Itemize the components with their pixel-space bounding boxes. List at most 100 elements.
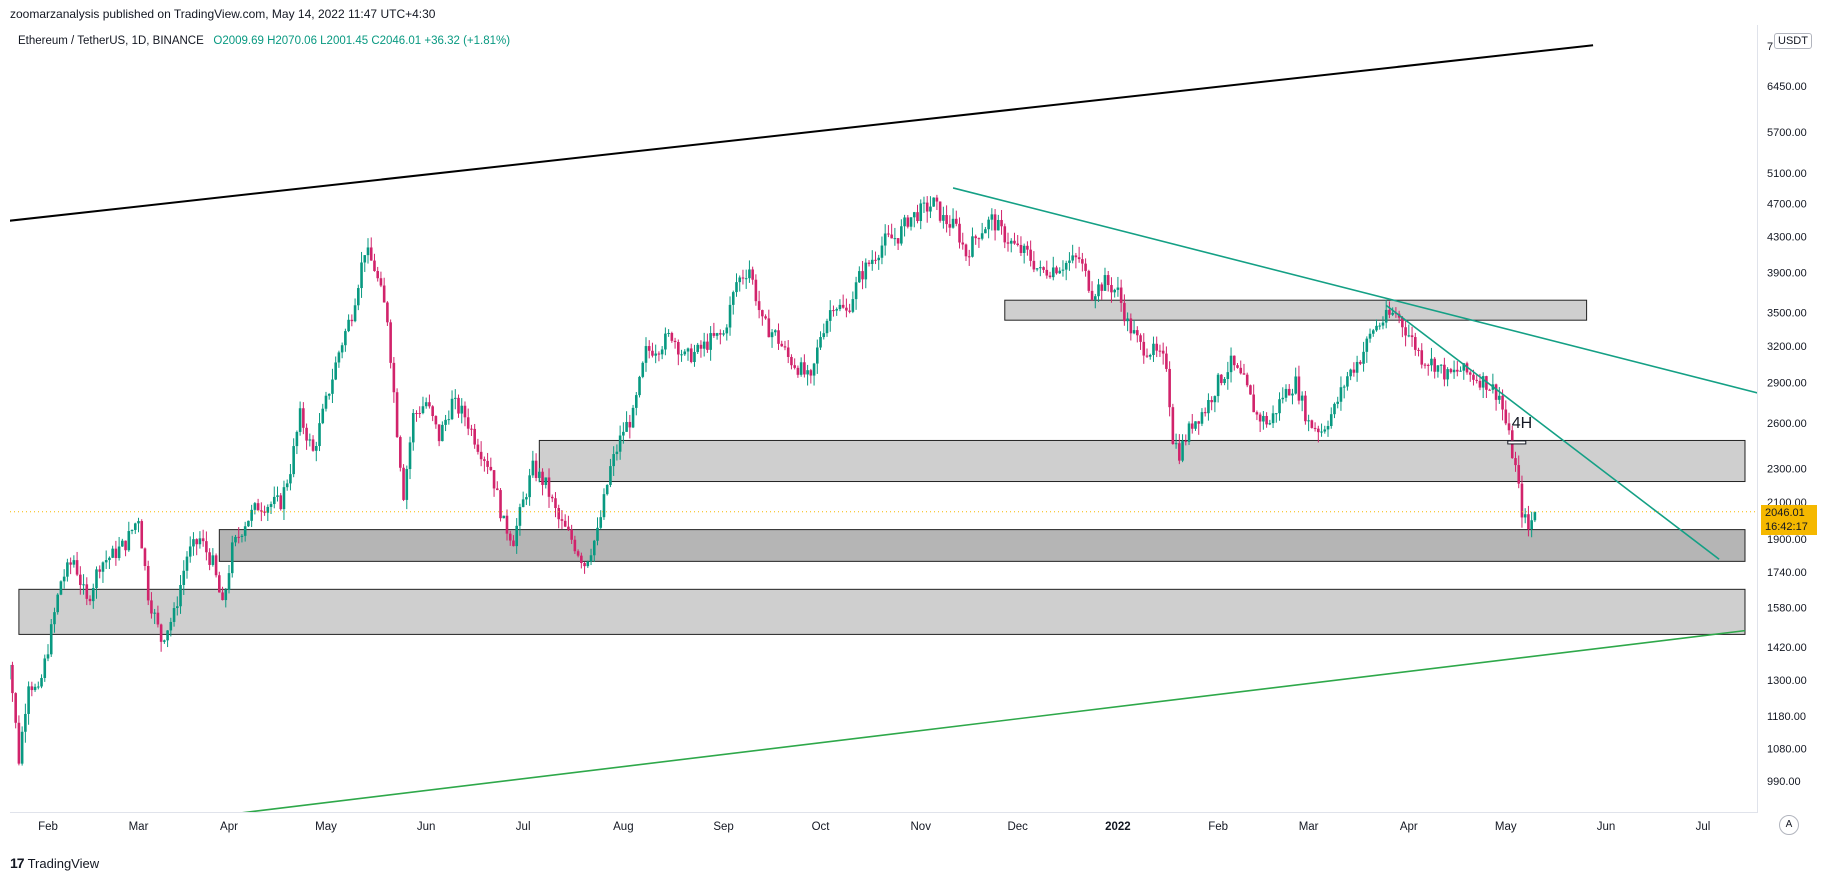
candle-body (1485, 376, 1488, 390)
chart-pane[interactable] (10, 25, 1758, 813)
candle (321, 403, 325, 425)
candle (754, 274, 758, 306)
candle (49, 618, 53, 657)
candle (699, 340, 703, 358)
candle-body (395, 392, 399, 438)
candle-body (502, 515, 506, 519)
price-tick-label: 1080.00 (1767, 744, 1807, 756)
zones-layer (18, 299, 1746, 635)
candle-body (1375, 325, 1378, 331)
candle (796, 365, 800, 378)
footer-brand[interactable]: 17 TradingView (10, 855, 99, 871)
candle (583, 561, 586, 574)
candle (20, 726, 24, 766)
candle-body (993, 214, 997, 231)
candle-body (66, 562, 69, 577)
candle-body (282, 487, 286, 510)
candle-body (1478, 380, 1482, 388)
candle-body (463, 405, 467, 418)
candle-body (916, 212, 919, 222)
candle (1491, 373, 1495, 394)
candle-body (1404, 327, 1407, 336)
candle (1381, 316, 1385, 330)
candle (903, 214, 906, 237)
currency-button[interactable]: USDT (1774, 33, 1812, 49)
candle-body (1255, 412, 1259, 415)
candle-body (589, 555, 593, 562)
candle (1129, 313, 1133, 341)
candle-body (573, 539, 577, 552)
candle-body (719, 333, 722, 335)
candle (140, 519, 144, 549)
annotation-marker (1507, 440, 1527, 445)
candle-body (405, 469, 409, 500)
candle-body (686, 348, 690, 352)
price-axis: 6450.00 5700.00 5100.00 4700.00 4300.00 3900.… (1767, 41, 1807, 788)
candle (1116, 276, 1120, 297)
candle-body (1310, 420, 1314, 428)
candle (88, 595, 92, 606)
candle-body (567, 526, 570, 530)
candle (1139, 333, 1142, 350)
candle-body (874, 259, 877, 261)
candle-body (1320, 431, 1323, 433)
symbol-title[interactable]: Ethereum / TetherUS, 1D, BINANCE (18, 35, 204, 47)
candle (615, 444, 619, 461)
candle-body (1061, 269, 1065, 271)
price-tick-label: 6450.00 (1767, 81, 1807, 93)
candle-body (260, 510, 263, 512)
candle-body (961, 242, 965, 245)
candle-body (111, 548, 114, 558)
candle-body (699, 344, 703, 349)
candle-body (1446, 369, 1449, 380)
candle-body (1413, 337, 1417, 350)
candle (1210, 396, 1213, 411)
candle (877, 254, 881, 270)
candle-body (218, 575, 221, 593)
candle-body (689, 348, 693, 363)
candle (175, 596, 179, 616)
candle (634, 392, 638, 416)
candle-body (247, 520, 250, 527)
candle-body (987, 219, 990, 230)
candle-body (357, 288, 360, 306)
candle-body (1378, 325, 1382, 327)
candle (528, 468, 531, 506)
candle-body (1401, 317, 1404, 328)
candle (1097, 278, 1100, 302)
candle-body (605, 484, 609, 495)
candle-body (289, 474, 292, 484)
candle-body (951, 218, 955, 228)
candle (85, 577, 89, 606)
candle-body (1365, 338, 1369, 352)
candle-body (997, 219, 1000, 231)
candle-body (1223, 378, 1226, 384)
auto-scale-button[interactable]: A (1779, 815, 1799, 835)
candle-body (893, 238, 897, 240)
candle-body (670, 333, 674, 341)
candle (1061, 260, 1065, 277)
candle-body (883, 233, 887, 246)
candle (822, 323, 826, 340)
candle (492, 469, 496, 497)
candle-body (234, 536, 237, 543)
candle (130, 529, 134, 535)
candle (230, 535, 234, 578)
candle-body (677, 342, 680, 355)
candle-body (1097, 284, 1100, 297)
trendline-descending-steep (1385, 304, 1720, 560)
candle (1016, 235, 1020, 247)
candle (938, 201, 942, 223)
candle (1462, 362, 1466, 380)
candle-body (1077, 257, 1081, 260)
candle (605, 484, 609, 496)
candle-body (735, 282, 738, 293)
candle-body (195, 539, 198, 545)
candle-body (1430, 358, 1433, 366)
candle (1194, 421, 1197, 431)
candle (276, 486, 279, 502)
candle (945, 205, 948, 233)
candle-body (783, 346, 787, 348)
candle (1446, 367, 1449, 387)
